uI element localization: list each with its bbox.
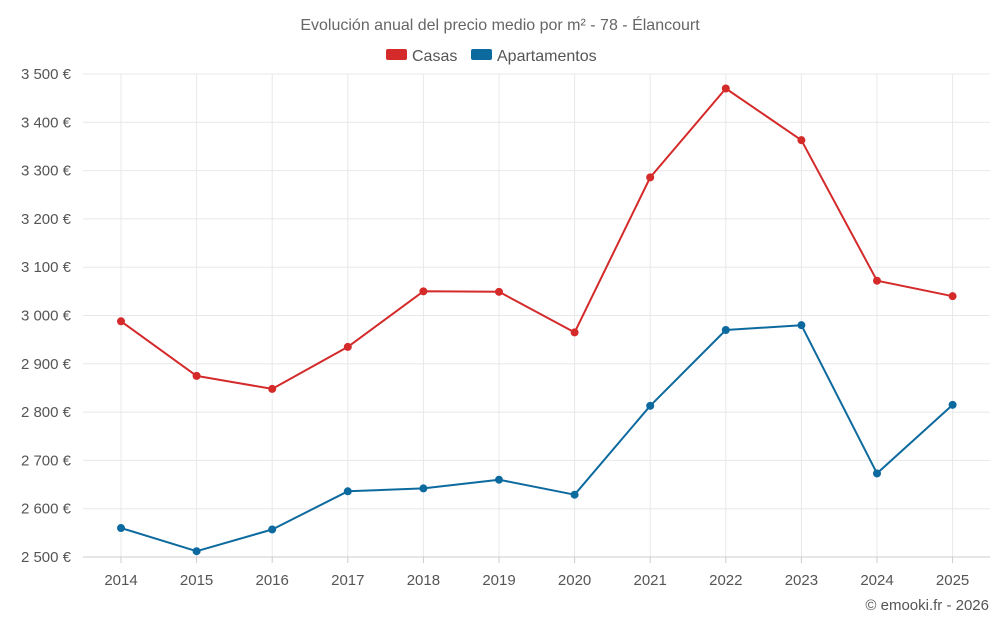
legend-item-casas[interactable]: Casas	[386, 48, 457, 65]
x-tick-label: 2015	[180, 572, 213, 589]
x-tick-label: 2019	[482, 572, 515, 589]
data-point-apartamentos[interactable]	[646, 401, 655, 410]
data-point-casas[interactable]	[117, 317, 125, 326]
x-tick-label: 2024	[860, 572, 893, 589]
x-tick-label: 2022	[709, 572, 742, 589]
legend-label-casas: Casas	[412, 48, 457, 65]
y-tick-label: 3 400 €	[21, 114, 72, 131]
y-tick-label: 2 500 €	[21, 549, 72, 566]
grid-layer	[83, 73, 990, 557]
data-point-casas[interactable]	[721, 84, 730, 93]
series-line-apartamentos	[120, 324, 954, 553]
x-tick-label: 2025	[936, 572, 969, 589]
y-tick-label: 3 000 €	[21, 308, 72, 325]
y-tick-label: 2 900 €	[21, 356, 72, 373]
data-point-apartamentos[interactable]	[343, 487, 352, 496]
data-point-casas[interactable]	[268, 384, 277, 393]
data-point-apartamentos[interactable]	[570, 490, 579, 499]
data-point-apartamentos[interactable]	[797, 321, 806, 330]
data-point-apartamentos[interactable]	[873, 469, 881, 478]
credit-text: © emooki.fr - 2026	[865, 597, 989, 614]
x-tick-label: 2014	[104, 572, 137, 589]
legend-item-apartamentos[interactable]: Apartamentos	[471, 48, 597, 65]
y-tick-label: 3 500 €	[21, 66, 72, 83]
legend: Casas Apartamentos	[386, 48, 597, 65]
x-tick-label: 2020	[558, 572, 591, 589]
data-point-casas[interactable]	[646, 173, 655, 182]
data-point-apartamentos[interactable]	[419, 484, 428, 493]
data-point-apartamentos[interactable]	[192, 547, 201, 556]
chart-title: Evolución anual del precio medio por m² …	[300, 15, 700, 34]
y-tick-label: 3 100 €	[21, 259, 72, 276]
x-tick-label: 2023	[785, 572, 818, 589]
data-point-casas[interactable]	[797, 136, 806, 145]
x-tick-label: 2017	[331, 572, 364, 589]
data-point-apartamentos[interactable]	[495, 475, 503, 484]
data-point-apartamentos[interactable]	[117, 524, 125, 533]
data-point-casas[interactable]	[495, 287, 503, 296]
x-tick-label: 2018	[407, 572, 440, 589]
series-line-casas	[120, 87, 953, 390]
data-point-apartamentos[interactable]	[948, 400, 957, 409]
data-point-casas[interactable]	[192, 371, 201, 380]
y-tick-label: 3 200 €	[21, 211, 72, 228]
data-point-casas[interactable]	[419, 287, 428, 296]
y-tick-label: 2 700 €	[21, 452, 72, 469]
series-layer	[117, 84, 957, 556]
data-point-casas[interactable]	[570, 328, 579, 337]
data-point-casas[interactable]	[948, 292, 957, 301]
data-point-casas[interactable]	[873, 276, 881, 285]
legend-label-apartamentos: Apartamentos	[497, 48, 597, 65]
legend-swatch-casas	[386, 49, 407, 60]
x-tick-label: 2021	[634, 572, 667, 589]
legend-swatch-apartamentos	[471, 49, 492, 60]
data-point-apartamentos[interactable]	[268, 525, 277, 534]
x-tick-label: 2016	[256, 572, 289, 589]
data-point-casas[interactable]	[343, 342, 352, 351]
y-tick-label: 2 800 €	[21, 404, 72, 421]
y-tick-label: 3 300 €	[21, 163, 72, 180]
axis-layer: 2 500 € 2 600 € 2 700 € 2 800 € 2 900 € 3 000…	[21, 66, 990, 589]
y-tick-label: 2 600 €	[21, 501, 72, 518]
data-point-apartamentos[interactable]	[721, 325, 730, 334]
